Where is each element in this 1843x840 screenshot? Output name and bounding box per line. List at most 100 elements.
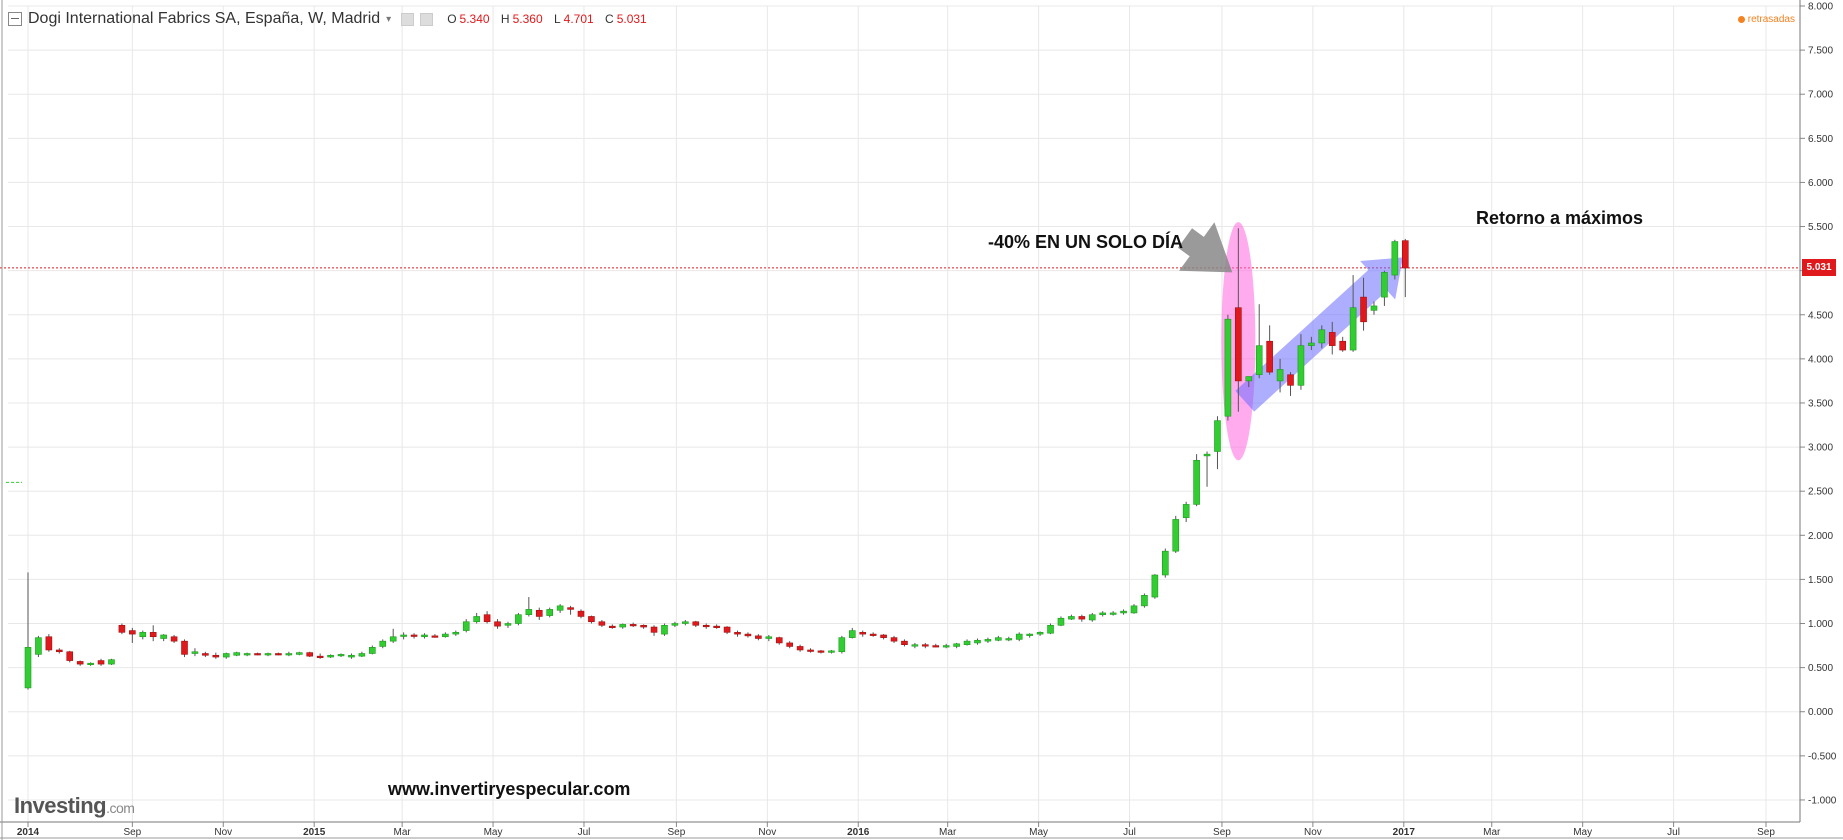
candle-down — [609, 625, 616, 628]
y-tick-label: 0.500 — [1808, 663, 1833, 674]
candle-down — [1339, 340, 1346, 351]
candle-up — [1120, 610, 1127, 614]
investing-logo[interactable]: Investing.com — [14, 793, 135, 819]
candle-down — [1328, 332, 1336, 346]
candle-down — [692, 621, 700, 626]
candle-up — [838, 637, 846, 653]
candle-up — [984, 639, 992, 642]
candle-up — [1151, 574, 1159, 598]
delayed-label: retrasadas — [1747, 14, 1795, 25]
candle-up — [1026, 633, 1033, 636]
candle-up — [222, 653, 230, 658]
candle-up — [1349, 307, 1357, 351]
ohlc-open-key: O — [447, 12, 457, 26]
candle-up — [848, 630, 856, 638]
candle-up — [963, 640, 971, 645]
candle-up — [160, 634, 167, 639]
candle-down — [901, 640, 908, 645]
candle-up — [295, 652, 303, 655]
x-tick-label: 2017 — [1393, 827, 1416, 838]
candle-up — [327, 654, 334, 658]
candle-up — [264, 653, 272, 656]
candle-down — [817, 650, 825, 653]
candle-up — [974, 639, 981, 644]
x-tick-label: May — [484, 827, 503, 838]
chevron-down-icon[interactable]: ▾ — [386, 13, 392, 25]
candle-down — [275, 653, 282, 656]
candle-up — [1172, 519, 1180, 552]
instrument-title[interactable]: Dogi International Fabrics SA, España, W… — [28, 10, 381, 27]
candle-up — [1370, 305, 1378, 311]
close-icon[interactable] — [420, 12, 434, 26]
candle-up — [1130, 605, 1138, 614]
candle-up — [619, 624, 627, 628]
candle-up — [35, 637, 42, 655]
ohlc-low-value: 4.701 — [563, 12, 594, 26]
x-tick-label: Nov — [758, 827, 776, 838]
settings-icon[interactable] — [401, 12, 415, 26]
candle-down — [1401, 240, 1409, 269]
candle-down — [723, 626, 731, 633]
return-annotation: Retorno a máximos — [1476, 208, 1644, 228]
y-tick-label: 4.000 — [1808, 354, 1833, 365]
candle-down — [869, 633, 877, 636]
candles — [24, 228, 1409, 690]
candle-up — [1068, 616, 1075, 620]
candle-down — [755, 635, 762, 639]
candle-down — [306, 652, 314, 657]
x-tick-label: Mar — [394, 827, 412, 838]
candle-up — [139, 632, 147, 638]
candle-down — [859, 632, 867, 635]
candle-up — [515, 614, 522, 624]
candle-up — [953, 643, 960, 647]
candle-up — [1099, 612, 1106, 615]
annotation-arrows — [6, 222, 1233, 483]
y-tick-label: -1.000 — [1808, 795, 1837, 806]
candle-down — [932, 645, 940, 648]
x-tick-label: Jul — [1667, 827, 1680, 838]
candle-down — [535, 609, 543, 617]
candle-up — [233, 652, 240, 656]
candle-up — [1015, 633, 1023, 640]
x-tick-label: Nov — [214, 827, 232, 838]
candle-down — [880, 634, 887, 638]
candle-down — [744, 633, 752, 637]
candle-up — [348, 654, 355, 658]
grid — [0, 5, 1800, 822]
candle-down — [598, 621, 606, 626]
ohlc-open-value: 5.340 — [459, 12, 490, 26]
candle-down — [212, 654, 220, 658]
current-price-tag: 5.031 — [1802, 259, 1836, 276]
collapse-icon[interactable] — [8, 12, 22, 26]
candle-up — [358, 653, 366, 657]
y-tick-label: 3.000 — [1808, 443, 1833, 454]
candle-up — [1391, 241, 1399, 276]
ohlc-high-key: H — [500, 12, 510, 26]
candle-down — [494, 621, 501, 627]
candle-up — [389, 636, 397, 642]
candle-up — [400, 634, 407, 637]
candle-up — [462, 621, 470, 631]
website-watermark: www.invertiryespecular.com — [388, 779, 631, 799]
x-tick-label: 2014 — [17, 827, 40, 838]
x-tick-label: Sep — [667, 827, 685, 838]
candle-down — [149, 632, 157, 638]
candle-up — [1318, 329, 1326, 344]
candle-up — [1245, 376, 1253, 382]
candle-down — [650, 626, 658, 633]
candle-down — [45, 636, 53, 651]
ohlc-high-value: 5.360 — [512, 12, 543, 26]
candle-up — [1182, 504, 1190, 518]
brand-name: Investing — [14, 793, 107, 818]
ohlc-low-key: L — [553, 12, 561, 26]
candle-up — [661, 624, 668, 635]
delayed-data-badge: retrasadas — [1737, 14, 1795, 25]
candle-up — [473, 616, 480, 623]
candle-down — [1235, 307, 1242, 382]
candle-down — [483, 614, 491, 623]
candle-down — [76, 661, 84, 665]
candle-down — [567, 607, 574, 610]
